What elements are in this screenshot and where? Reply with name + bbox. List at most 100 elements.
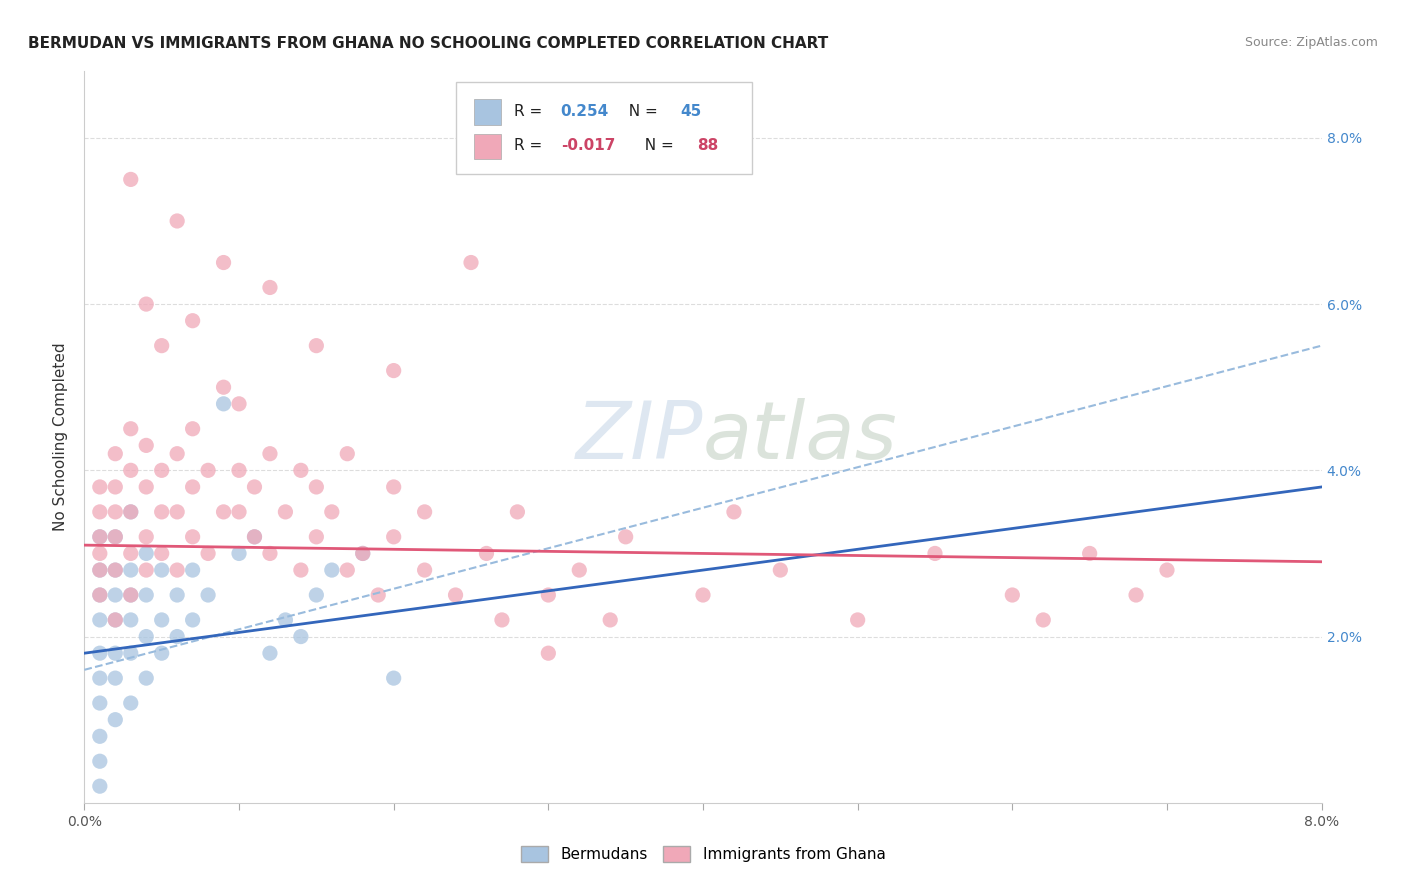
Point xyxy=(352,546,374,560)
Text: R =: R = xyxy=(513,104,547,120)
Point xyxy=(212,380,235,394)
Point xyxy=(166,630,188,644)
Point xyxy=(305,588,328,602)
Text: N =: N = xyxy=(636,138,679,153)
Point xyxy=(259,646,281,660)
Point xyxy=(150,646,173,660)
Point xyxy=(104,646,127,660)
Point xyxy=(89,563,111,577)
Point xyxy=(135,588,157,602)
Point xyxy=(135,480,157,494)
Point xyxy=(506,505,529,519)
Point xyxy=(166,505,188,519)
Point xyxy=(181,480,204,494)
Point xyxy=(89,588,111,602)
Point xyxy=(228,463,250,477)
Point xyxy=(89,671,111,685)
Point xyxy=(120,696,142,710)
Point xyxy=(89,480,111,494)
Point xyxy=(104,613,127,627)
Point xyxy=(537,588,560,602)
Point xyxy=(846,613,869,627)
Point xyxy=(1156,563,1178,577)
Point xyxy=(444,588,467,602)
Point xyxy=(336,447,359,461)
Point xyxy=(89,505,111,519)
Point xyxy=(568,563,591,577)
Point xyxy=(1125,588,1147,602)
Point xyxy=(614,530,637,544)
Point xyxy=(321,505,343,519)
Text: N =: N = xyxy=(619,104,662,120)
Point xyxy=(104,530,127,544)
Point xyxy=(89,613,111,627)
Point xyxy=(150,613,173,627)
Point xyxy=(259,546,281,560)
Point xyxy=(228,505,250,519)
Point xyxy=(135,546,157,560)
Point xyxy=(89,563,111,577)
Point xyxy=(274,505,297,519)
Point xyxy=(150,563,173,577)
Point xyxy=(135,671,157,685)
Point xyxy=(382,363,405,377)
Point xyxy=(1078,546,1101,560)
Point xyxy=(150,463,173,477)
Text: 45: 45 xyxy=(681,104,702,120)
Point xyxy=(150,338,173,352)
Point xyxy=(1001,588,1024,602)
Point xyxy=(104,447,127,461)
Point xyxy=(181,314,204,328)
Point xyxy=(290,563,312,577)
Point xyxy=(166,214,188,228)
Point xyxy=(120,172,142,186)
Point xyxy=(197,546,219,560)
Point xyxy=(599,613,621,627)
Text: R =: R = xyxy=(513,138,547,153)
Point xyxy=(491,613,513,627)
Point xyxy=(135,297,157,311)
Point xyxy=(413,505,436,519)
Point xyxy=(290,463,312,477)
FancyBboxPatch shape xyxy=(474,99,502,125)
Point xyxy=(197,463,219,477)
Point xyxy=(150,546,173,560)
Point xyxy=(212,255,235,269)
Text: BERMUDAN VS IMMIGRANTS FROM GHANA NO SCHOOLING COMPLETED CORRELATION CHART: BERMUDAN VS IMMIGRANTS FROM GHANA NO SCH… xyxy=(28,36,828,51)
Text: 0.254: 0.254 xyxy=(561,104,609,120)
Point xyxy=(135,530,157,544)
Point xyxy=(382,530,405,544)
Point xyxy=(89,530,111,544)
Point xyxy=(120,563,142,577)
Legend: Bermudans, Immigrants from Ghana: Bermudans, Immigrants from Ghana xyxy=(515,840,891,868)
Point xyxy=(135,630,157,644)
Point xyxy=(89,696,111,710)
Point xyxy=(166,588,188,602)
Point xyxy=(243,530,266,544)
Point xyxy=(259,280,281,294)
Point xyxy=(104,480,127,494)
Point xyxy=(166,447,188,461)
Point xyxy=(336,563,359,577)
Point xyxy=(723,505,745,519)
Point xyxy=(120,588,142,602)
Point xyxy=(475,546,498,560)
Point xyxy=(924,546,946,560)
Point xyxy=(197,588,219,602)
Text: Source: ZipAtlas.com: Source: ZipAtlas.com xyxy=(1244,36,1378,49)
Text: ZIP: ZIP xyxy=(575,398,703,476)
Point xyxy=(212,397,235,411)
Point xyxy=(104,563,127,577)
Point xyxy=(382,671,405,685)
Point xyxy=(120,613,142,627)
Point xyxy=(104,505,127,519)
Point xyxy=(104,530,127,544)
Point xyxy=(460,255,482,269)
Point xyxy=(181,530,204,544)
Point xyxy=(120,463,142,477)
Point xyxy=(89,546,111,560)
Point xyxy=(120,588,142,602)
Point xyxy=(104,713,127,727)
Point xyxy=(104,613,127,627)
Point xyxy=(1032,613,1054,627)
